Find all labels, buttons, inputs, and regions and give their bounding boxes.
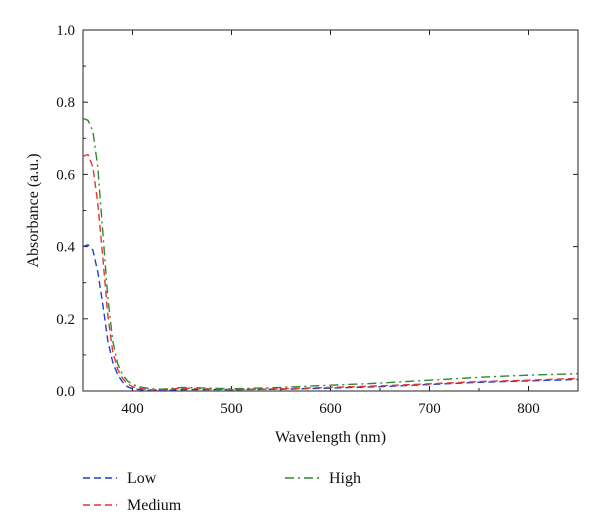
legend-label-low: Low <box>127 470 157 487</box>
y-tick-label: 0.2 <box>56 312 75 328</box>
series-line-medium <box>82 153 579 391</box>
y-axis-title: Absorbance (a.u.) <box>25 153 42 267</box>
y-tick-label: 0.0 <box>56 384 75 400</box>
x-tick-label: 400 <box>121 401 144 417</box>
y-tick-label: 0.6 <box>56 167 75 183</box>
series-line-low <box>82 244 579 391</box>
x-tick-label: 800 <box>517 401 540 417</box>
y-tick-label: 0.4 <box>56 240 75 256</box>
legend: Low Medium High <box>83 470 361 514</box>
axis-ticks: 400 500 600 700 800 0.0 0.2 0.4 0.6 0.8 1.0 <box>56 23 579 417</box>
x-tick-label: 700 <box>418 401 441 417</box>
y-tick-label: 0.8 <box>56 95 75 111</box>
x-axis-title: Wavelength (nm) <box>275 429 386 446</box>
x-tick-label: 600 <box>319 401 342 417</box>
legend-label-medium: Medium <box>127 497 182 514</box>
plot-frame <box>82 29 579 392</box>
legend-label-high: High <box>329 470 361 487</box>
x-tick-label: 500 <box>220 401 243 417</box>
series-lines <box>82 117 579 391</box>
y-tick-label: 1.0 <box>56 23 75 39</box>
series-line-high <box>82 117 579 390</box>
